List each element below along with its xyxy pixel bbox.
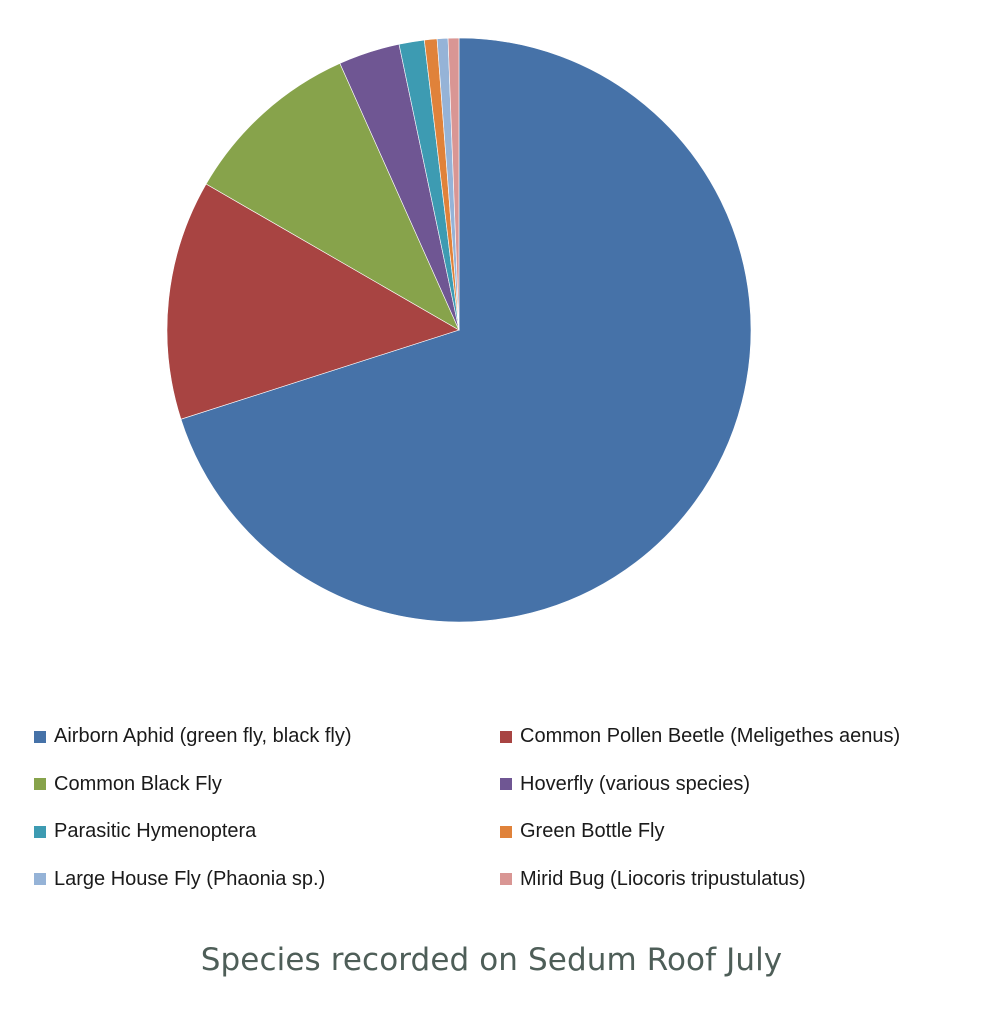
legend-item-hoverfly: Hoverfly (various species) bbox=[500, 761, 974, 809]
legend-item-green-bottle-fly: Green Bottle Fly bbox=[500, 808, 974, 856]
legend-swatch bbox=[34, 873, 46, 886]
legend-swatch bbox=[34, 778, 46, 791]
legend-label: Mirid Bug (Liocoris tripustulatus) bbox=[520, 867, 806, 890]
legend-item-common-pollen-beetle: Common Pollen Beetle (Meligethes aenus) bbox=[500, 713, 974, 761]
legend-swatch bbox=[34, 825, 46, 838]
legend-label: Airborn Aphid (green fly, black fly) bbox=[54, 725, 352, 748]
legend-label: Parasitic Hymenoptera bbox=[54, 820, 257, 843]
legend-item-large-house-fly: Large House Fly (Phaonia sp.) bbox=[34, 856, 500, 904]
legend-item-mirid-bug: Mirid Bug (Liocoris tripustulatus) bbox=[500, 856, 974, 904]
pie-slice-common-black-fly bbox=[205, 62, 460, 331]
pie-slice-common-pollen-beetle bbox=[166, 183, 460, 420]
legend-label: Large House Fly (Phaonia sp.) bbox=[54, 867, 326, 890]
legend-swatch bbox=[34, 730, 46, 743]
legend-label: Green Bottle Fly bbox=[520, 820, 665, 843]
legend-swatch bbox=[500, 873, 512, 886]
legend-label: Common Black Fly bbox=[54, 772, 222, 795]
legend-label: Common Pollen Beetle (Meligethes aenus) bbox=[520, 725, 901, 748]
pie-slice-airborn-aphid bbox=[180, 37, 752, 623]
chart-legend: Airborn Aphid (green fly, black fly) Com… bbox=[34, 713, 974, 903]
pie-slice-mirid-bug bbox=[447, 37, 460, 331]
legend-swatch bbox=[500, 825, 512, 838]
legend-swatch bbox=[500, 730, 512, 743]
pie-slices bbox=[166, 37, 752, 623]
legend-item-airborn-aphid: Airborn Aphid (green fly, black fly) bbox=[34, 713, 500, 761]
legend-item-parasitic-hymenoptera: Parasitic Hymenoptera bbox=[34, 808, 500, 856]
legend-swatch bbox=[500, 778, 512, 791]
chart-title: Species recorded on Sedum Roof July bbox=[200, 942, 783, 978]
pie-chart bbox=[166, 37, 752, 623]
legend-item-common-black-fly: Common Black Fly bbox=[34, 761, 500, 809]
legend-label: Hoverfly (various species) bbox=[520, 772, 751, 795]
